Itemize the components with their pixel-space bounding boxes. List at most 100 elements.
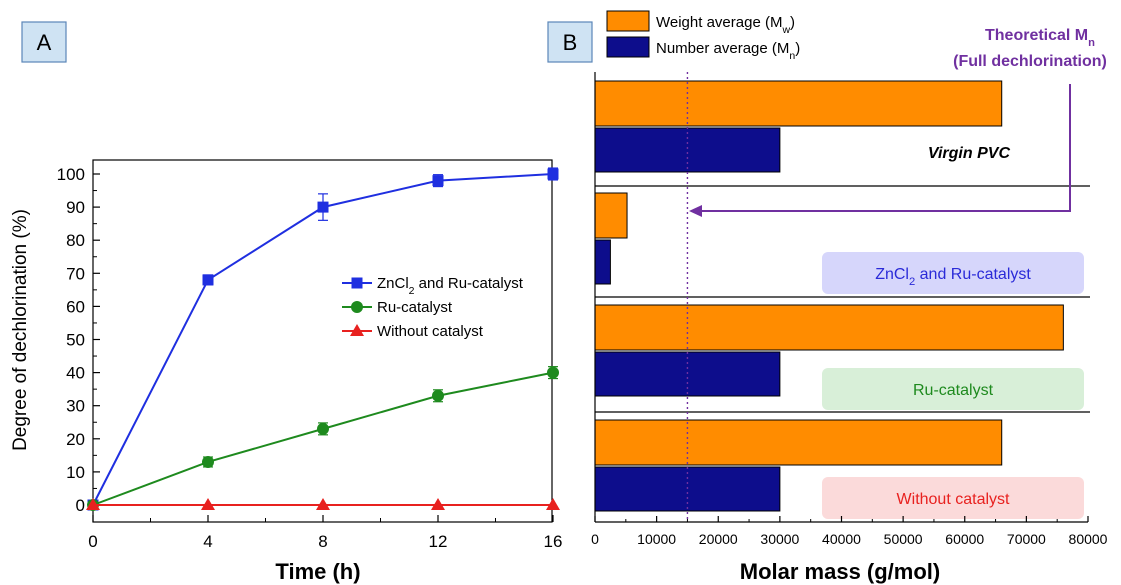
panel-b-group-label-box	[822, 477, 1084, 519]
panel-b-x-tick-label: 10000	[637, 531, 676, 547]
panel-a-data-point	[202, 455, 214, 468]
panel-a-y-axis-title: Degree of dechlorination (%)	[10, 209, 31, 451]
panel-a-legend-label-main: ZnCl	[377, 275, 409, 292]
panel-b-label: B	[563, 30, 578, 55]
panel-b-group-label: Ru-catalyst	[913, 382, 994, 399]
panel-a-legend-marker	[351, 301, 363, 313]
panel-b-group-0: Virgin PVC	[594, 80, 1011, 173]
panel-b-group-label-box	[822, 252, 1084, 294]
panel-b-bar-mn	[594, 239, 611, 285]
panel-a-axes: 0 10 20 30 40 50 60 70 80 90 100 0 4 8 12 16	[57, 159, 563, 551]
panel-b-legend-label-tail: )	[790, 14, 795, 31]
panel-a-y-tick-label: 70	[66, 264, 85, 283]
panel-a-data-point	[202, 274, 214, 286]
panel-a-x-axis-title: Time (h)	[275, 559, 360, 584]
panel-a-series-line	[92, 371, 554, 506]
panel-b-legend-label-main: Number average (M	[656, 40, 789, 57]
panel-b-group-label: Virgin PVC	[928, 145, 1011, 162]
panel-a-y-tick-label: 40	[66, 364, 85, 383]
panel-a-label: A	[37, 30, 52, 55]
panel-a-y-tick-label: 80	[66, 231, 85, 250]
panel-b-group-1: ZnCl2 and Ru-catalyst	[594, 192, 1084, 294]
panel-b-group-label-main: Without catalyst	[897, 491, 1010, 508]
panel-a-legend-label-tail: and Ru-catalyst	[415, 275, 524, 292]
panel-a-legend-marker	[350, 324, 364, 336]
panel-a-y-tick-label: 60	[66, 297, 85, 316]
panel-a-x-tick-label: 4	[203, 532, 212, 551]
panel-b-legend-swatch	[606, 36, 650, 58]
panel-b-legend: Weight average (Mw)Number average (Mn)	[606, 10, 800, 62]
panel-b-axes: 0 10000 20000 30000 40000 50000 60000 70000 8000…	[591, 72, 1108, 547]
panel-a-data-point	[201, 498, 215, 510]
panel-b-legend-label-sub: n	[789, 50, 795, 62]
panel-a-data-point	[547, 168, 559, 180]
panel-b-annotation-arrowhead	[689, 205, 702, 217]
panel-a-x-tick-label: 12	[429, 532, 448, 551]
panel-b-x-tick-label: 0	[591, 531, 599, 547]
panel-b-x-tick-label: 40000	[822, 531, 861, 547]
panel-b-annotation-line1-main: Theoretical M	[985, 27, 1088, 44]
panel-b-group-label-main: Virgin PVC	[928, 145, 1011, 162]
panel-b-annotation-arrow	[700, 84, 1071, 212]
panel-a-series-line	[92, 173, 554, 506]
panel-a-series-1	[87, 366, 559, 511]
panel-a-data-point	[547, 366, 559, 379]
panel-b-label-box	[547, 21, 593, 63]
panel-a-y-tick-label: 90	[66, 198, 85, 217]
panel-b-annotation-line1-sub: n	[1088, 37, 1095, 49]
panel-b-annotation: Theoretical Mn(Full dechlorination)	[686, 27, 1107, 522]
panel-b-group-label-tail: and Ru-catalyst	[915, 266, 1031, 283]
panel-b-group-label-sub: 2	[909, 276, 915, 288]
panel-a-series-0	[87, 167, 559, 511]
panel-b-group-label: ZnCl2 and Ru-catalyst	[875, 266, 1031, 288]
panel-b-legend-label: Weight average (Mw)	[656, 14, 795, 36]
panel-b-bar-mw	[594, 80, 1003, 127]
panel-a-label-box	[21, 21, 67, 63]
panel-a-legend-label: Without catalyst	[377, 323, 484, 340]
panel-a-legend-label-main: Without catalyst	[377, 323, 484, 340]
panel-a-y-tick-label: 100	[57, 165, 85, 184]
panel-a-y-tick-label: 30	[66, 397, 85, 416]
panel-b-x-tick-label: 50000	[884, 531, 923, 547]
panel-b-annotation-line2: (Full dechlorination)	[953, 53, 1107, 70]
panel-b-x-tick-label: 30000	[760, 531, 799, 547]
panel-a-data-point	[546, 498, 560, 510]
panel-b-group-label-main: Ru-catalyst	[913, 382, 994, 399]
panel-b-group-label-main: ZnCl	[875, 266, 909, 283]
panel-b-group-label: Without catalyst	[897, 491, 1010, 508]
panel-b-group-3: Without catalyst	[594, 419, 1084, 519]
panel-b-legend-label-main: Weight average (M	[656, 14, 782, 31]
panel-a-x-tick-label: 0	[88, 532, 97, 551]
panel-b-x-axis-title: Molar mass (g/mol)	[740, 559, 940, 584]
panel-a-legend-label-main: Ru-catalyst	[377, 299, 453, 316]
panel-a-data-point	[432, 175, 444, 187]
panel-a-data-point	[317, 422, 329, 435]
panel-b-bar-mw	[594, 192, 628, 239]
panel-b-group-2: Ru-catalyst	[594, 304, 1084, 410]
panel-b-legend-swatch	[606, 10, 650, 32]
panel-b-bar-mn	[594, 127, 781, 173]
panel-a-x-tick-label: 16	[544, 532, 563, 551]
panel-b-x-tick-label: 20000	[699, 531, 738, 547]
panel-a: A 0 10 20 30 40 50 60 70 80 90 100 0 4 8 12 16 ZnCl2 an…	[10, 21, 563, 584]
panel-b-legend-label-tail: )	[795, 40, 800, 57]
panel-b-bar-mw	[594, 304, 1064, 351]
panel-a-y-tick-label: 50	[66, 331, 85, 350]
panel-a-data-point	[432, 389, 444, 402]
panel-a-y-tick-label: 20	[66, 430, 85, 449]
panel-a-data-point	[316, 498, 330, 510]
panel-a-y-tick-label: 10	[66, 463, 85, 482]
panel-a-y-tick-label: 0	[76, 496, 85, 515]
panel-a-legend-label: ZnCl2 and Ru-catalyst	[377, 275, 524, 297]
panel-a-legend-label: Ru-catalyst	[377, 299, 453, 316]
panel-a-series	[86, 167, 560, 511]
panel-a-data-point	[317, 201, 329, 213]
panel-a-legend-label-sub: 2	[409, 285, 415, 297]
panel-b-annotation-line1: Theoretical Mn	[985, 27, 1095, 49]
panel-a-x-tick-label: 8	[318, 532, 327, 551]
panel-a-series-2	[86, 498, 560, 510]
panel-b-legend-label-sub: w	[781, 24, 790, 36]
panel-b-x-tick-label: 80000	[1069, 531, 1108, 547]
panel-a-data-point	[431, 498, 445, 510]
